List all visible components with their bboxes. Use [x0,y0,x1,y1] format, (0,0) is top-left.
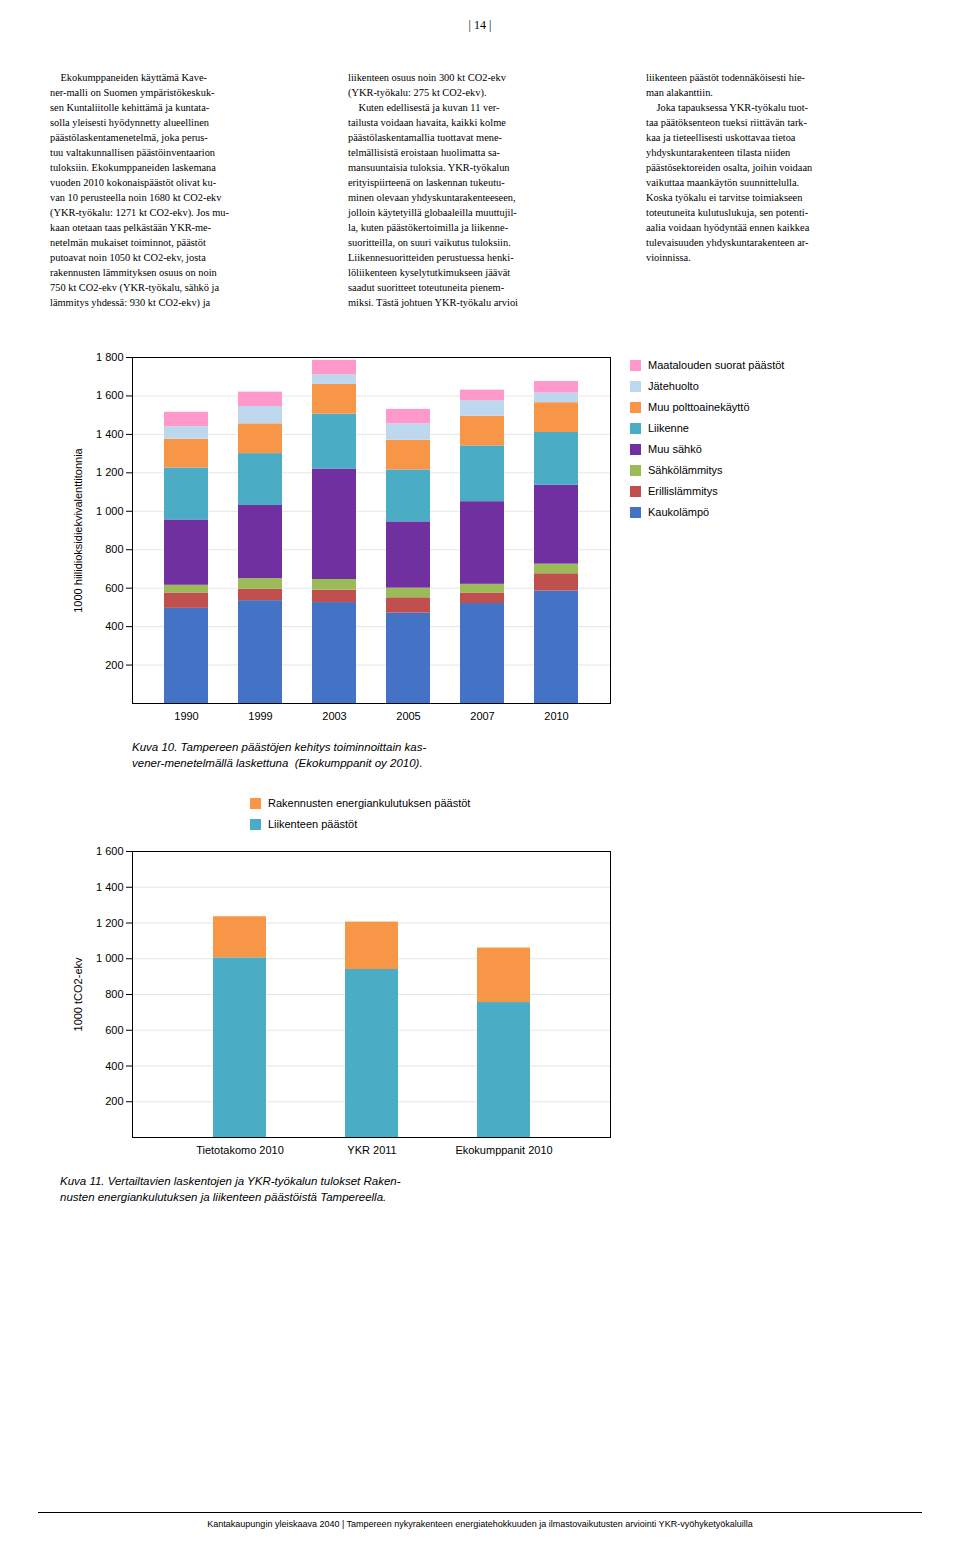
svg-text:200: 200 [105,659,123,671]
html-text:Rakennusten energiankulutuksen: Rakennusten energiankulutuksen päästöt [268,797,471,809]
svg-text:1 600: 1 600 [96,389,124,401]
html-text:Muu sähkö: Muu sähkö [648,443,702,455]
html-text:Kuva 11. Vertailtavien laskent: Kuva 11. Vertailtavien laskentojen ja YK… [60,1175,401,1203]
html-text:Erillislämmitys: Erillislämmitys [648,485,718,497]
svg-text:1 200: 1 200 [96,466,124,478]
svg-text:200: 200 [105,1095,123,1107]
html-text:Liikenteen päästöt: Liikenteen päästöt [268,818,358,830]
svg-text:800: 800 [105,988,123,1000]
svg-text:1999: 1999 [248,710,272,722]
svg-text:1000 hiilidioksidiekvivalentti: 1000 hiilidioksidiekvivalenttitonnia [72,447,84,612]
html-text:liikenteen osuus noin 300 kt C: liikenteen osuus noin 300 kt CO2-ekv (YK… [348,72,518,308]
svg-text:1 400: 1 400 [96,881,124,893]
svg-text:800: 800 [105,543,123,555]
html-text:Kaukolämpö: Kaukolämpö [648,506,710,518]
html-text:Maatalouden suorat päästöt: Maatalouden suorat päästöt [648,359,785,371]
html-text:Kuva 10. Tampereen päästöjen k: Kuva 10. Tampereen päästöjen kehitys toi… [132,741,427,769]
svg-text:1 000: 1 000 [96,952,124,964]
svg-text:2010: 2010 [544,710,568,722]
svg-text:1 600: 1 600 [96,845,124,857]
svg-text:Tietotakomo 2010: Tietotakomo 2010 [196,1144,284,1156]
svg-text:1990: 1990 [174,710,198,722]
svg-text:1000 tCO2-ekv: 1000 tCO2-ekv [72,957,84,1031]
svg-text:2005: 2005 [396,710,420,722]
svg-text:2003: 2003 [322,710,346,722]
svg-text:1 800: 1 800 [96,351,124,363]
svg-text:600: 600 [105,1024,123,1036]
html-text:Sähkölämmitys: Sähkölämmitys [648,464,723,476]
html-text:Ekokumppaneiden käyttämä Kave-: Ekokumppaneiden käyttämä Kave- ner-malli… [50,72,229,308]
svg-text:400: 400 [105,1060,123,1072]
svg-text:1 000: 1 000 [96,505,124,517]
svg-text:Ekokumppanit 2010: Ekokumppanit 2010 [455,1144,552,1156]
svg-text:YKR 2011: YKR 2011 [347,1144,396,1156]
html-text:liikenteen päästöt todennäköis: liikenteen päästöt todennäköisesti hie- … [646,72,813,263]
svg-text:600: 600 [105,582,123,594]
html-text:Liikenne: Liikenne [648,422,689,434]
svg-text:2007: 2007 [470,710,494,722]
html-text:Jätehuolto: Jätehuolto [648,380,699,392]
svg-text:400: 400 [105,620,123,632]
html-text:Muu polttoainekäyttö: Muu polttoainekäyttö [648,401,750,413]
svg-text:1 400: 1 400 [96,428,124,440]
html-text:| 14 |: | 14 | [468,18,492,32]
html-text:Kantakaupungin yleiskaava 2040: Kantakaupungin yleiskaava 2040 | Tampere… [207,1519,753,1529]
svg-text:1 200: 1 200 [96,917,124,929]
